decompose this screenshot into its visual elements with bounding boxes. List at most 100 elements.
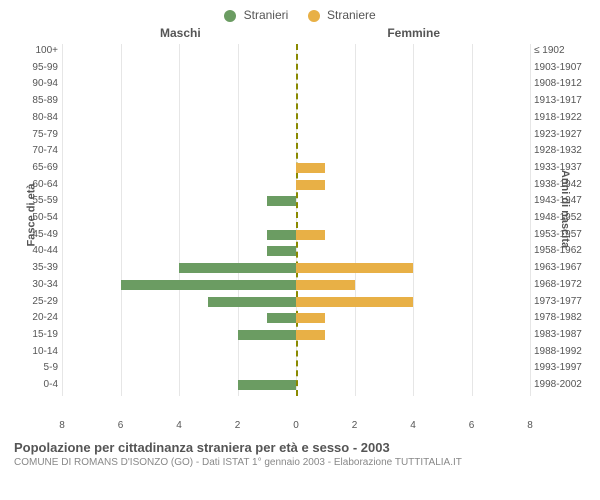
- bar-female: [296, 263, 413, 273]
- bar-male: [121, 280, 297, 290]
- bar-row: [62, 44, 530, 61]
- y-tick-right: 1918-1922: [534, 113, 582, 123]
- y-tick-left: 100+: [35, 46, 58, 56]
- bar-row: [62, 345, 530, 362]
- y-tick-right: 1958-1962: [534, 246, 582, 256]
- y-tick-left: 45-49: [32, 230, 58, 240]
- bar-female: [296, 297, 413, 307]
- bars-area: [62, 44, 530, 414]
- y-tick-left: 10-14: [32, 347, 58, 357]
- bar-row: [62, 278, 530, 295]
- x-tick: 8: [527, 420, 533, 431]
- y-tick-left: 70-74: [32, 146, 58, 156]
- y-tick-left: 90-94: [32, 79, 58, 89]
- y-tick-right: 1983-1987: [534, 330, 582, 340]
- y-tick-right: 1968-1972: [534, 280, 582, 290]
- bar-female: [296, 163, 325, 173]
- bar-row: [62, 361, 530, 378]
- subtitles: Maschi Femmine: [10, 26, 590, 42]
- legend-dot-female-icon: [308, 10, 320, 22]
- x-tick: 4: [176, 420, 182, 431]
- bar-row: [62, 111, 530, 128]
- bar-male: [179, 263, 296, 273]
- y-tick-left: 40-44: [32, 246, 58, 256]
- y-tick-right: 1903-1907: [534, 63, 582, 73]
- y-tick-right: 1943-1947: [534, 196, 582, 206]
- bar-row: [62, 378, 530, 395]
- y-tick-left: 50-54: [32, 213, 58, 223]
- bar-row: [62, 244, 530, 261]
- bar-male: [238, 330, 297, 340]
- y-tick-left: 55-59: [32, 196, 58, 206]
- y-tick-right: 1923-1927: [534, 130, 582, 140]
- y-tick-left: 80-84: [32, 113, 58, 123]
- y-tick-left: 85-89: [32, 96, 58, 106]
- bar-male: [267, 313, 296, 323]
- bar-row: [62, 211, 530, 228]
- y-axis-right: ≤ 1902 1903-1907 1908-1912 1913-1917 1918-19…: [530, 44, 590, 414]
- bar-female: [296, 280, 355, 290]
- x-tick: 0: [293, 420, 299, 431]
- bar-male: [208, 297, 296, 307]
- y-tick-right: 1938-1942: [534, 180, 582, 190]
- y-tick-right: 1978-1982: [534, 313, 582, 323]
- y-tick-right: 1933-1937: [534, 163, 582, 173]
- bar-female: [296, 313, 325, 323]
- y-tick-left: 30-34: [32, 280, 58, 290]
- chart-source: COMUNE DI ROMANS D'ISONZO (GO) - Dati IS…: [14, 457, 586, 468]
- bar-row: [62, 94, 530, 111]
- grid-line: [530, 44, 531, 396]
- x-tick: 8: [59, 420, 65, 431]
- y-tick-left: 15-19: [32, 330, 58, 340]
- bar-row: [62, 144, 530, 161]
- x-axis: 8 6 4 2 0 2 4 6 8: [62, 420, 530, 434]
- bar-row: [62, 261, 530, 278]
- y-tick-right: 1913-1917: [534, 96, 582, 106]
- legend-item-female: Straniere: [308, 8, 376, 22]
- x-tick: 6: [118, 420, 124, 431]
- y-tick-right: 1948-1952: [534, 213, 582, 223]
- bar-row: [62, 77, 530, 94]
- bar-female: [296, 230, 325, 240]
- y-axis-left: 100+ 95-99 90-94 85-89 80-84 75-79 70-74 65-69 6…: [10, 44, 62, 414]
- y-tick-left: 35-39: [32, 263, 58, 273]
- y-tick-right: 1973-1977: [534, 297, 582, 307]
- bar-row: [62, 328, 530, 345]
- bar-male: [267, 246, 296, 256]
- y-tick-right: ≤ 1902: [534, 46, 565, 56]
- population-pyramid-chart: Stranieri Straniere Maschi Femmine Fasce…: [0, 0, 600, 500]
- bar-row: [62, 161, 530, 178]
- bar-row: [62, 178, 530, 195]
- x-tick: 2: [235, 420, 241, 431]
- bar-male: [238, 380, 297, 390]
- y-tick-left: 95-99: [32, 63, 58, 73]
- y-tick-right: 1928-1932: [534, 146, 582, 156]
- footer: Popolazione per cittadinanza straniera p…: [10, 440, 590, 468]
- legend: Stranieri Straniere: [10, 8, 590, 22]
- y-tick-left: 25-29: [32, 297, 58, 307]
- x-tick: 4: [410, 420, 416, 431]
- bar-female: [296, 180, 325, 190]
- bar-row: [62, 128, 530, 145]
- x-tick: 6: [469, 420, 475, 431]
- x-tick: 2: [352, 420, 358, 431]
- legend-dot-male-icon: [224, 10, 236, 22]
- legend-label-female: Straniere: [327, 8, 376, 22]
- y-tick-right: 1953-1957: [534, 230, 582, 240]
- plot-area: Fasce di età Anni di nascita 100+95-9990…: [10, 44, 590, 434]
- bar-row: [62, 194, 530, 211]
- bar-row: [62, 228, 530, 245]
- bar-male: [267, 230, 296, 240]
- bar-row: [62, 61, 530, 78]
- y-tick-left: 75-79: [32, 130, 58, 140]
- y-tick-right: 1963-1967: [534, 263, 582, 273]
- y-tick-left: 65-69: [32, 163, 58, 173]
- y-tick-left: 20-24: [32, 313, 58, 323]
- y-tick-right: 1998-2002: [534, 380, 582, 390]
- y-tick-right: 1908-1912: [534, 79, 582, 89]
- subtitle-male: Maschi: [160, 26, 201, 40]
- chart-title: Popolazione per cittadinanza straniera p…: [14, 440, 586, 455]
- y-tick-left: 60-64: [32, 180, 58, 190]
- y-tick-right: 1993-1997: [534, 363, 582, 373]
- subtitle-female: Femmine: [387, 26, 440, 40]
